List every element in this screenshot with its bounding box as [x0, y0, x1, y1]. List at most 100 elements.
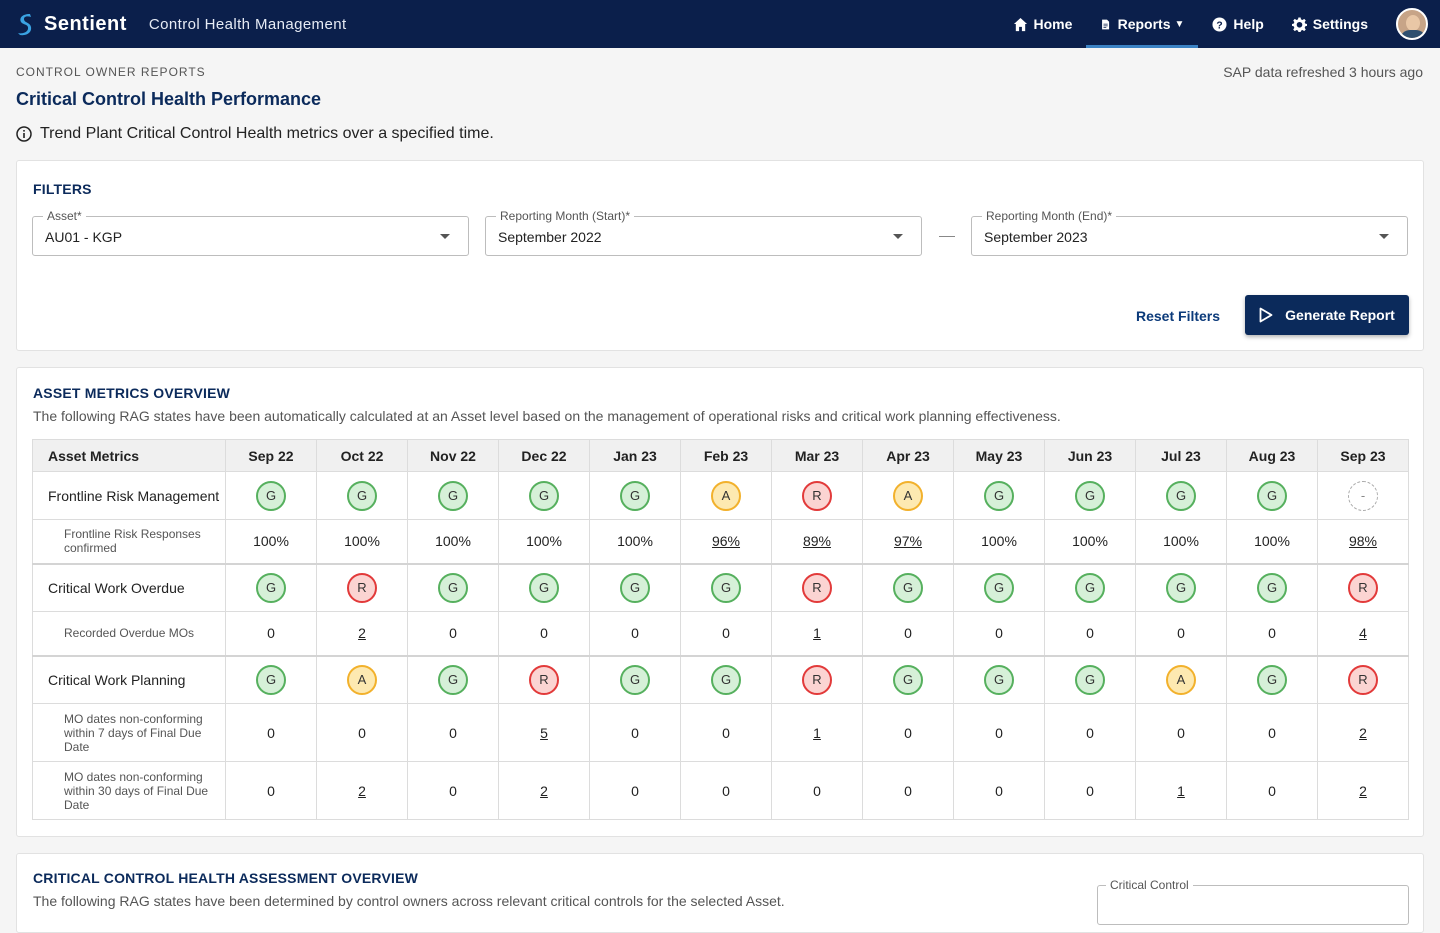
- table-cell: R: [771, 562, 863, 612]
- table-cell: R: [316, 562, 408, 612]
- value-link[interactable]: 1: [1177, 782, 1185, 799]
- value-link[interactable]: 4: [1359, 625, 1367, 642]
- nav-reports[interactable]: Reports ▼: [1086, 0, 1199, 48]
- nav-settings[interactable]: Settings: [1278, 0, 1382, 48]
- table-row: MO dates non-conforming within 30 days o…: [32, 761, 1409, 820]
- document-icon: [1102, 19, 1110, 29]
- table-cell: G: [407, 654, 499, 704]
- value-text: 0: [1268, 724, 1276, 741]
- table-cell: G: [1226, 654, 1318, 704]
- value-link[interactable]: 1: [813, 625, 821, 642]
- value-link[interactable]: 89%: [802, 533, 832, 550]
- rag-status-badge: -: [1348, 480, 1378, 511]
- value-text: 100%: [1072, 533, 1108, 550]
- table-cell: 100%: [1226, 519, 1318, 564]
- table-cell: A: [1135, 654, 1227, 704]
- value-text: 0: [631, 782, 639, 799]
- rag-status-badge: G: [984, 664, 1014, 695]
- rag-status-badge: G: [1257, 572, 1287, 603]
- table-cell: 0: [225, 761, 317, 820]
- value-link[interactable]: 2: [1359, 724, 1367, 741]
- table-cell: R: [771, 471, 863, 520]
- start-month-select[interactable]: Reporting Month (Start)* September 2022: [485, 209, 922, 256]
- table-cell: G: [225, 562, 317, 612]
- table-cell: 0: [1044, 611, 1136, 656]
- rag-status-badge: G: [893, 572, 923, 603]
- metric-label: Critical Work Planning: [32, 654, 226, 704]
- table-cell: R: [1317, 562, 1409, 612]
- table-cell: G: [1135, 562, 1227, 612]
- table-cell: 0: [225, 611, 317, 656]
- value-link[interactable]: 5: [540, 724, 548, 741]
- table-cell: 0: [1226, 761, 1318, 820]
- value-text: 0: [1268, 625, 1276, 642]
- reset-filters-button[interactable]: Reset Filters: [1136, 308, 1221, 324]
- app-logo[interactable]: Sentient: [16, 12, 127, 36]
- nav-home[interactable]: Home: [999, 0, 1087, 48]
- value-text: 100%: [253, 533, 289, 550]
- table-cell: 1: [1135, 761, 1227, 820]
- table-cell: 100%: [225, 519, 317, 564]
- rag-status-badge: G: [1166, 480, 1196, 511]
- table-cell: G: [1044, 654, 1136, 704]
- value-text: 100%: [526, 533, 562, 550]
- value-text: 0: [722, 782, 730, 799]
- value-link[interactable]: 1: [813, 724, 821, 741]
- rag-status-badge: G: [620, 664, 650, 695]
- rag-status-badge: G: [256, 572, 286, 603]
- table-cell: 1: [771, 703, 863, 762]
- value-link[interactable]: 2: [358, 625, 366, 642]
- table-cell: 0: [953, 703, 1045, 762]
- rag-status-badge: R: [802, 572, 832, 603]
- rag-status-badge: G: [893, 664, 923, 695]
- sub-metric-label: MO dates non-conforming within 7 days of…: [32, 703, 226, 762]
- sub-metric-label: Recorded Overdue MOs: [32, 611, 226, 656]
- value-link[interactable]: 2: [540, 782, 548, 799]
- column-header-month: Dec 22: [498, 439, 590, 472]
- table-cell: 0: [1135, 703, 1227, 762]
- value-link[interactable]: 96%: [711, 533, 741, 550]
- column-header-asset-metrics: Asset Metrics: [32, 439, 226, 472]
- asset-metrics-card: ASSET METRICS OVERVIEW The following RAG…: [16, 367, 1424, 837]
- rag-status-badge: G: [1166, 572, 1196, 603]
- assessment-subtitle: The following RAG states have been deter…: [33, 893, 785, 909]
- value-text: 100%: [1163, 533, 1199, 550]
- table-cell: 100%: [589, 519, 681, 564]
- value-link[interactable]: 2: [1359, 782, 1367, 799]
- range-separator: [939, 236, 955, 237]
- end-month-select[interactable]: Reporting Month (End)* September 2023: [971, 209, 1408, 256]
- value-text: 0: [904, 724, 912, 741]
- page-title: Critical Control Health Performance: [16, 89, 322, 109]
- metric-label: Frontline Risk Management: [32, 471, 226, 520]
- asset-metrics-table: Asset Metrics Sep 22 Oct 22 Nov 22 Dec 22 Jan…: [32, 439, 1409, 820]
- nav-reports-label: Reports: [1117, 16, 1171, 32]
- value-text: 0: [813, 782, 821, 799]
- critical-control-select[interactable]: Critical Control: [1097, 878, 1409, 925]
- value-text: 0: [1086, 724, 1094, 741]
- table-cell: 0: [771, 761, 863, 820]
- value-link[interactable]: 97%: [893, 533, 923, 550]
- user-avatar[interactable]: [1396, 8, 1428, 40]
- table-cell: 1: [771, 611, 863, 656]
- filters-title: FILTERS: [33, 181, 92, 197]
- generate-report-button[interactable]: Generate Report: [1245, 295, 1409, 335]
- table-cell: 96%: [680, 519, 772, 564]
- dropdown-arrow-icon: [440, 234, 450, 239]
- value-text: 100%: [435, 533, 471, 550]
- table-row: Critical Work Overdue G R G G G G R G G G G G R: [32, 562, 1409, 612]
- table-cell: R: [498, 654, 590, 704]
- table-cell: G: [680, 562, 772, 612]
- table-cell: G: [1226, 471, 1318, 520]
- nav-help[interactable]: ? Help: [1198, 0, 1277, 48]
- column-header-month: Sep 22: [225, 439, 317, 472]
- value-link[interactable]: 98%: [1348, 533, 1378, 550]
- table-row: Frontline Risk Responses confirmed 100% 10…: [32, 519, 1409, 564]
- table-cell: G: [589, 471, 681, 520]
- value-text: 100%: [617, 533, 653, 550]
- value-link[interactable]: 2: [358, 782, 366, 799]
- sub-metric-label: MO dates non-conforming within 30 days o…: [32, 761, 226, 820]
- asset-select[interactable]: Asset* AU01 - KGP: [32, 209, 469, 256]
- table-cell: G: [407, 562, 499, 612]
- nav-home-label: Home: [1033, 16, 1073, 32]
- value-text: 0: [449, 625, 457, 642]
